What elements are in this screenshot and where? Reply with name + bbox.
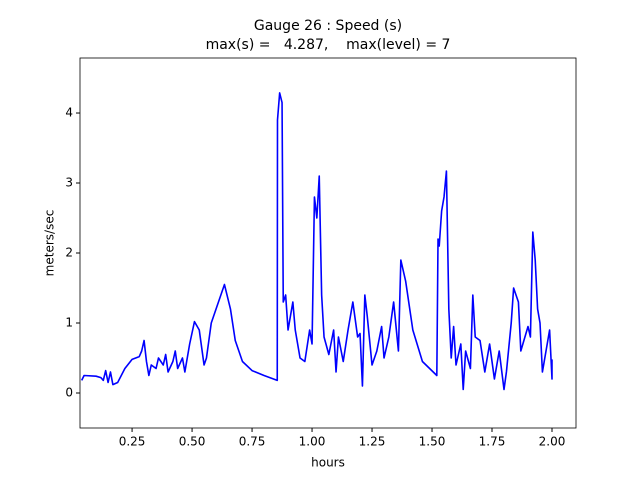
x-tick-label: 1.25 — [359, 435, 386, 449]
y-tick-label: 1 — [65, 316, 73, 330]
y-tick-label: 3 — [65, 176, 73, 190]
y-axis-label: meters/sec — [43, 210, 57, 277]
x-axis-label: hours — [311, 456, 345, 470]
x-tick-label: 0.50 — [179, 435, 206, 449]
x-tick-label: 0.75 — [239, 435, 266, 449]
plot-frame — [79, 57, 577, 429]
chart-title: Gauge 26 : Speed (s) — [254, 18, 402, 34]
y-tick-label: 4 — [65, 106, 73, 120]
y-tick-label: 2 — [65, 246, 73, 260]
x-tick-label: 1.50 — [419, 435, 446, 449]
data-line — [80, 92, 553, 391]
x-tick-label: 0.25 — [119, 435, 146, 449]
x-tick-label: 1.75 — [479, 435, 506, 449]
x-tick-label: 2.00 — [539, 435, 566, 449]
y-tick-label: 0 — [65, 386, 73, 400]
x-tick-label: 1.00 — [299, 435, 326, 449]
chart-subtitle: max(s) = 4.287, max(level) = 7 — [206, 37, 451, 53]
